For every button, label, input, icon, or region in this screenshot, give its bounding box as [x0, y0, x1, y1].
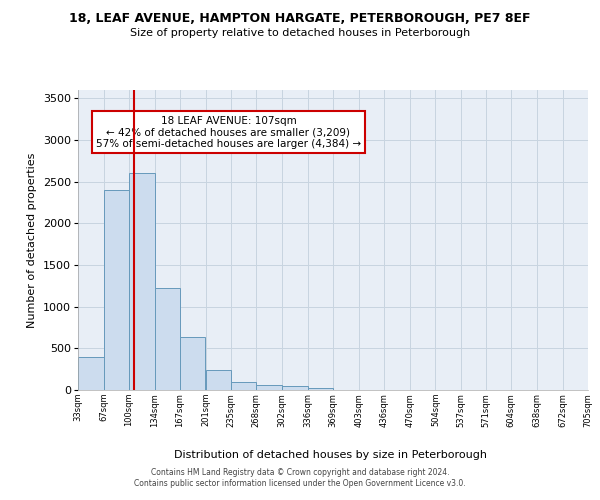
Bar — [78, 356, 104, 390]
Bar — [282, 386, 308, 390]
Bar — [155, 288, 179, 390]
Y-axis label: Number of detached properties: Number of detached properties — [28, 152, 37, 328]
Text: Size of property relative to detached houses in Peterborough: Size of property relative to detached ho… — [130, 28, 470, 38]
Bar — [129, 174, 155, 390]
Bar — [256, 385, 282, 390]
Text: 18 LEAF AVENUE: 107sqm
← 42% of detached houses are smaller (3,209)
57% of semi-: 18 LEAF AVENUE: 107sqm ← 42% of detached… — [96, 116, 361, 148]
Bar — [308, 388, 333, 390]
Text: 18, LEAF AVENUE, HAMPTON HARGATE, PETERBOROUGH, PE7 8EF: 18, LEAF AVENUE, HAMPTON HARGATE, PETERB… — [69, 12, 531, 26]
Bar — [104, 190, 129, 390]
Text: Distribution of detached houses by size in Peterborough: Distribution of detached houses by size … — [173, 450, 487, 460]
Bar — [205, 370, 232, 390]
Bar — [232, 382, 256, 390]
Text: Contains HM Land Registry data © Crown copyright and database right 2024.
Contai: Contains HM Land Registry data © Crown c… — [134, 468, 466, 487]
Bar — [179, 336, 205, 390]
